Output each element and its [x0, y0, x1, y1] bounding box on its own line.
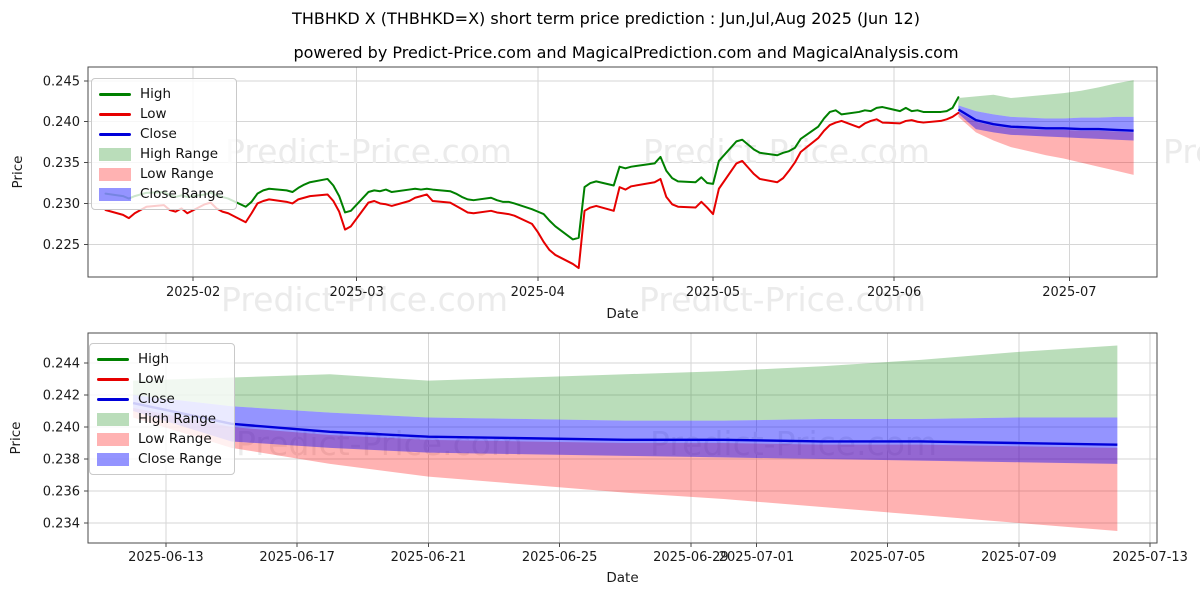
watermark-text: Predict-Price.com [236, 424, 523, 463]
top-close-range-band [958, 105, 1134, 141]
bottom-close-line [132, 401, 1118, 446]
bottom-chart-axes: 2025-06-13 2025-06-17 2025-06-21 2025-06-25… [8, 332, 1188, 586]
legend-patch-swatch [99, 147, 131, 161]
y-tick-label: 0.235 [43, 156, 80, 171]
legend-patch-swatch [99, 187, 131, 201]
watermark-text: Predict-Price.com [639, 280, 926, 319]
top-close-line [957, 108, 1134, 132]
y-tick-label: 0.245 [43, 74, 80, 89]
x-axis-title: Date [606, 570, 638, 586]
bottom-high-range-band [133, 345, 1118, 421]
legend-line-swatch [99, 112, 131, 116]
legend-label: Close Range [140, 186, 224, 202]
chart-title: THBHKD X (THBHKD=X) short term price pre… [292, 9, 920, 28]
legend-patch-swatch [97, 452, 129, 466]
x-tick-label: 2025-06-13 [128, 550, 204, 565]
top-high-line [104, 96, 960, 241]
x-tick-label: 2025-05 [686, 285, 740, 300]
legend-line-swatch [97, 377, 129, 381]
top-chart-axes: 2025-02 2025-03 2025-04 2025-05 2025-06 2025-… [10, 66, 1158, 322]
legend-item-high: High [99, 84, 224, 104]
x-axis-title: Date [606, 306, 638, 322]
legend-label: High [140, 86, 172, 102]
y-tick-label: 0.234 [43, 517, 80, 532]
legend-item-close-range: Close Range [99, 184, 224, 204]
chart-subtitle: powered by Predict-Price.com and Magical… [293, 43, 959, 62]
top-low-range-band [958, 111, 1134, 175]
legend-item-high: High [97, 349, 222, 369]
watermark-text: Predict-Price.com [225, 132, 512, 171]
legend-label: Low [138, 371, 165, 387]
legend-line-swatch [99, 92, 131, 96]
y-axis-title: Price [8, 422, 24, 455]
x-tick-label: 2025-06-17 [259, 550, 335, 565]
legend-label: High Range [138, 411, 217, 427]
x-tick-label: 2025-06-25 [522, 550, 598, 565]
x-tick-label: 2025-02 [166, 285, 220, 300]
legend-item-close-range: Close Range [97, 449, 222, 469]
legend-item-close: Close [97, 389, 222, 409]
x-tick-label: 2025-07 [1042, 285, 1096, 300]
legend-label: High [138, 351, 170, 367]
bottom-chart-legend: High Low Close High Range Low Range Close Ran… [89, 343, 235, 475]
legend-item-low-range: Low Range [97, 429, 222, 449]
y-axis-title: Price [10, 156, 26, 189]
y-tick-label: 0.242 [43, 389, 80, 404]
legend-label: Close Range [138, 451, 222, 467]
bottom-close-range-band [133, 395, 1118, 464]
x-tick-label: 2025-04 [511, 285, 565, 300]
top-high-range-band [958, 80, 1134, 119]
legend-patch-swatch [97, 412, 129, 426]
x-tick-label: 2025-03 [330, 285, 384, 300]
legend-item-low: Low [99, 104, 224, 124]
y-tick-label: 0.230 [43, 197, 80, 212]
top-chart-legend: High Low Close High Range Low Range Close Ran… [91, 78, 237, 210]
y-tick-label: 0.240 [43, 421, 80, 436]
legend-label: Low Range [140, 166, 214, 182]
legend-line-swatch [97, 357, 129, 361]
legend-item-high-range: High Range [97, 409, 222, 429]
top-chart-plot [104, 80, 1134, 270]
y-tick-label: 0.238 [43, 453, 80, 468]
x-tick-label: 2025-07-05 [850, 550, 926, 565]
legend-label: Close [140, 126, 177, 142]
watermark-text: Predict-Price.com [221, 280, 508, 319]
y-tick-label: 0.244 [43, 357, 80, 372]
legend-item-low-range: Low Range [99, 164, 224, 184]
legend-item-low: Low [97, 369, 222, 389]
x-tick-label: 2025-07-01 [719, 550, 795, 565]
legend-line-swatch [97, 397, 129, 401]
x-tick-label: 2025-07-13 [1112, 550, 1188, 565]
legend-patch-swatch [99, 167, 131, 181]
bottom-chart-plot [132, 345, 1118, 532]
top-low-line [104, 111, 960, 270]
legend-label: Low Range [138, 431, 212, 447]
watermark-text: Predict-Price.com [650, 424, 937, 463]
watermark-text: Predict-Price.com [1163, 132, 1200, 171]
y-tick-label: 0.236 [43, 485, 80, 500]
legend-line-swatch [99, 132, 131, 136]
legend-label: High Range [140, 146, 219, 162]
legend-item-close: Close [99, 124, 224, 144]
x-tick-label: 2025-07-09 [981, 550, 1057, 565]
legend-label: Low [140, 106, 167, 122]
x-tick-label: 2025-06-29 [653, 550, 729, 565]
bottom-low-range-band [133, 407, 1118, 532]
y-tick-label: 0.240 [43, 115, 80, 130]
x-tick-label: 2025-06 [867, 285, 921, 300]
legend-label: Close [138, 391, 175, 407]
y-tick-label: 0.225 [43, 238, 80, 253]
x-tick-label: 2025-06-21 [391, 550, 467, 565]
legend-item-high-range: High Range [99, 144, 224, 164]
legend-patch-swatch [97, 432, 129, 446]
